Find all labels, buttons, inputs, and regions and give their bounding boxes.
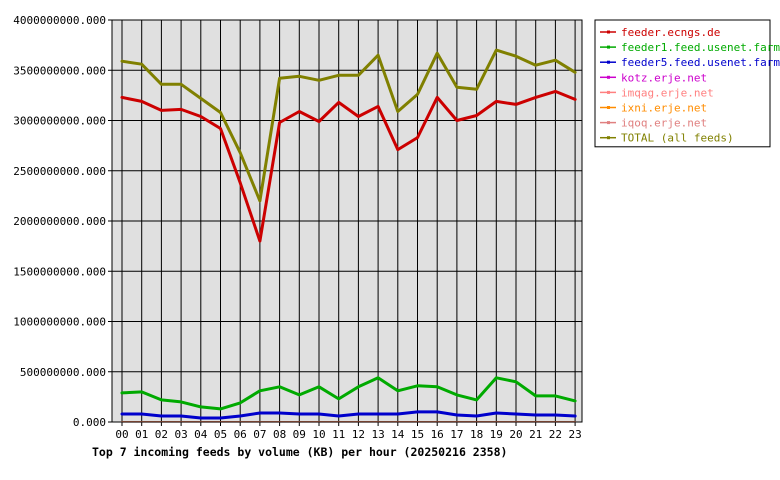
x-tick-label: 21 — [529, 428, 542, 441]
x-tick-label: 17 — [450, 428, 463, 441]
x-tick-label: 16 — [431, 428, 444, 441]
legend-label: iqoq.erje.net — [621, 117, 707, 130]
legend-label: imqag.erje.net — [621, 86, 714, 99]
legend: feeder.ecngs.de feeder1.feed.usenet.farm f… — [594, 19, 780, 148]
legend-label: feeder.ecngs.de — [621, 26, 720, 39]
y-axis-ticks: 0.000 500000000.000 1000000000.000 15000000… — [13, 14, 112, 429]
x-tick-label: 20 — [509, 428, 522, 441]
x-tick-label: 07 — [253, 428, 266, 441]
x-tick-label: 22 — [549, 428, 562, 441]
x-tick-label: 02 — [155, 428, 168, 441]
legend-marker — [607, 30, 610, 34]
legend-marker — [607, 60, 610, 64]
legend-label: kotz.erje.net — [621, 71, 707, 84]
y-tick-label: 3500000000.000 — [13, 64, 106, 77]
x-tick-label: 12 — [352, 428, 365, 441]
legend-label: TOTAL (all feeds) — [621, 132, 734, 145]
series-line-7 — [120, 48, 577, 203]
series-line-2 — [120, 410, 577, 420]
x-tick-label: 15 — [411, 428, 424, 441]
legend-marker — [607, 106, 610, 109]
y-tick-label: 3000000000.000 — [13, 115, 106, 128]
y-tick-label: 2000000000.000 — [13, 215, 106, 228]
x-tick-label: 00 — [115, 428, 128, 441]
y-tick-label: 500000000.000 — [20, 366, 106, 379]
y-tick-label: 4000000000.000 — [13, 14, 106, 27]
x-tick-label: 19 — [490, 428, 503, 441]
legend-label: ixni.erje.net — [621, 102, 707, 115]
chart-title: Top 7 incoming feeds by volume (KB) per … — [92, 445, 507, 459]
x-tick-label: 05 — [214, 428, 227, 441]
x-tick-label: 09 — [293, 428, 306, 441]
x-tick-label: 04 — [194, 428, 208, 441]
x-tick-label: 23 — [568, 428, 581, 441]
plot-border — [111, 19, 583, 423]
x-tick-label: 03 — [174, 428, 187, 441]
x-tick-label: 08 — [273, 428, 286, 441]
legend-label: feeder1.feed.usenet.farm — [621, 41, 780, 54]
legend-marker — [607, 45, 610, 49]
series-line-1 — [120, 376, 577, 411]
legend-label: feeder5.feed.usenet.farm — [621, 56, 780, 69]
series-line-0 — [120, 89, 577, 243]
x-axis-ticks: 00 01 02 03 04 05 06 07 08 09 10 11 12 13 14 15 16 17 18 19… — [115, 422, 582, 441]
y-tick-label: 1500000000.000 — [13, 265, 106, 278]
y-tick-label: 1000000000.000 — [13, 316, 106, 329]
x-tick-label: 11 — [332, 428, 345, 441]
x-tick-label: 01 — [135, 428, 148, 441]
legend-marker — [607, 90, 610, 94]
x-tick-label: 06 — [234, 428, 247, 441]
x-tick-label: 14 — [391, 428, 405, 441]
legend-marker — [607, 136, 610, 140]
x-tick-label: 13 — [371, 428, 384, 441]
legend-marker — [607, 121, 610, 125]
y-tick-label: 0.000 — [73, 416, 106, 429]
x-tick-label: 18 — [470, 428, 483, 441]
legend-box — [594, 19, 771, 148]
x-tick-label: 10 — [312, 428, 325, 441]
y-tick-label: 2500000000.000 — [13, 165, 106, 178]
legend-marker — [607, 75, 610, 79]
